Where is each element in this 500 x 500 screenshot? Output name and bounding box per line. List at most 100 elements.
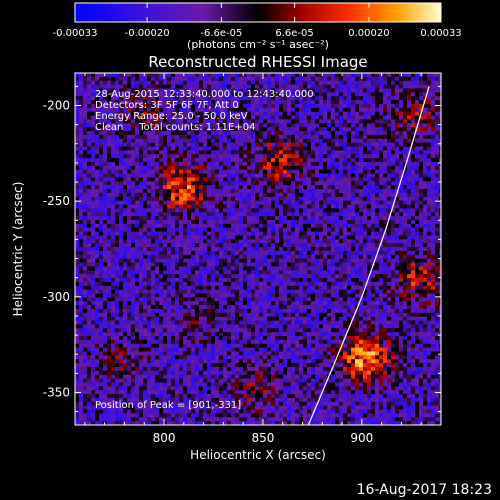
heatmap-cell	[267, 158, 272, 163]
heatmap-cell	[131, 397, 136, 403]
heatmap-cell	[183, 386, 188, 391]
heatmap-cell	[91, 107, 96, 113]
heatmap-cell	[139, 150, 144, 155]
heatmap-cell	[215, 370, 220, 376]
heatmap-cell	[83, 111, 88, 116]
heatmap-cell	[115, 281, 120, 287]
heatmap-cell	[159, 158, 164, 163]
heatmap-cell	[231, 370, 236, 376]
heatmap-cell	[231, 413, 236, 418]
heatmap-cell	[151, 243, 156, 248]
heatmap-cell	[279, 277, 284, 283]
heatmap-cell	[163, 208, 168, 213]
heatmap-cell	[159, 216, 164, 221]
heatmap-cell	[275, 235, 280, 240]
heatmap-cell	[79, 161, 84, 167]
heatmap-cell	[131, 363, 136, 368]
heatmap-cell	[119, 119, 124, 124]
heatmap-cell	[195, 107, 200, 113]
heatmap-cell	[123, 378, 128, 383]
heatmap-cell	[143, 351, 148, 356]
heatmap-cell	[195, 216, 200, 221]
heatmap-cell	[223, 316, 228, 321]
heatmap-cell	[119, 173, 124, 178]
heatmap-cell	[235, 378, 240, 383]
heatmap-cell	[151, 92, 156, 97]
heatmap-cell	[251, 146, 256, 151]
heatmap-cell	[283, 355, 288, 360]
heatmap-cell	[195, 324, 200, 329]
heatmap-cell	[187, 320, 192, 325]
heatmap-cell	[147, 328, 152, 333]
heatmap-cell	[263, 227, 268, 233]
heatmap-cell	[183, 305, 188, 310]
heatmap-cell	[75, 254, 80, 260]
heatmap-cell	[207, 131, 212, 136]
heatmap-cell	[123, 424, 128, 425]
heatmap-cell	[287, 355, 292, 360]
heatmap-cell	[195, 289, 200, 294]
heatmap-cell	[279, 88, 284, 93]
heatmap-cell	[167, 363, 172, 368]
heatmap-cell	[211, 332, 216, 337]
heatmap-cell	[111, 223, 116, 229]
heatmap-cell	[255, 281, 260, 287]
heatmap-cell	[107, 424, 112, 425]
heatmap-cell	[79, 328, 84, 333]
heatmap-cell	[179, 258, 184, 263]
heatmap-cell	[123, 305, 128, 310]
heatmap-cell	[95, 115, 100, 120]
heatmap-cell	[287, 274, 292, 279]
heatmap-cell	[227, 301, 232, 306]
heatmap-cell	[259, 216, 264, 221]
heatmap-cell	[275, 336, 280, 341]
heatmap-cell	[191, 76, 196, 82]
heatmap-cell	[207, 154, 212, 159]
heatmap-cell	[99, 103, 104, 109]
heatmap-cell	[219, 92, 224, 97]
heatmap-cell	[231, 161, 236, 167]
heatmap-cell	[147, 196, 152, 202]
heatmap-cell	[171, 285, 176, 291]
heatmap-cell	[263, 262, 268, 267]
heatmap-cell	[191, 320, 196, 325]
heatmap-cell	[251, 192, 256, 198]
heatmap-cell	[111, 181, 116, 186]
heatmap-cell	[191, 84, 196, 89]
heatmap-cell	[79, 131, 84, 136]
heatmap-cell	[135, 204, 140, 209]
heatmap-cell	[123, 134, 128, 140]
heatmap-cell	[115, 316, 120, 321]
heatmap-cell	[147, 343, 152, 349]
heatmap-cell	[131, 219, 136, 225]
heatmap-cell	[183, 239, 188, 244]
heatmap-cell	[275, 231, 280, 236]
heatmap-cell	[227, 262, 232, 267]
heatmap-cell	[267, 424, 272, 425]
heatmap-cell	[195, 177, 200, 182]
heatmap-cell	[239, 351, 244, 356]
heatmap-cell	[199, 96, 204, 101]
heatmap-cell	[155, 320, 160, 325]
heatmap-cell	[83, 397, 88, 403]
heatmap-cell	[123, 192, 128, 198]
heatmap-cell	[87, 142, 92, 147]
heatmap-cell	[83, 301, 88, 306]
heatmap-cell	[91, 138, 96, 144]
heatmap-cell	[283, 165, 288, 171]
heatmap-cell	[91, 123, 96, 128]
heatmap-cell	[203, 84, 208, 89]
heatmap-cell	[271, 235, 276, 240]
heatmap-cell	[167, 394, 172, 399]
heatmap-cell	[99, 409, 104, 414]
heatmap-cell	[271, 285, 276, 291]
heatmap-cell	[75, 76, 80, 82]
heatmap-cell	[271, 301, 276, 306]
heatmap-cell	[99, 262, 104, 267]
heatmap-cell	[79, 92, 84, 97]
heatmap-cell	[143, 92, 148, 97]
heatmap-cell	[83, 285, 88, 291]
heatmap-cell	[191, 73, 196, 78]
heatmap-cell	[75, 394, 80, 399]
heatmap-cell	[243, 401, 248, 407]
